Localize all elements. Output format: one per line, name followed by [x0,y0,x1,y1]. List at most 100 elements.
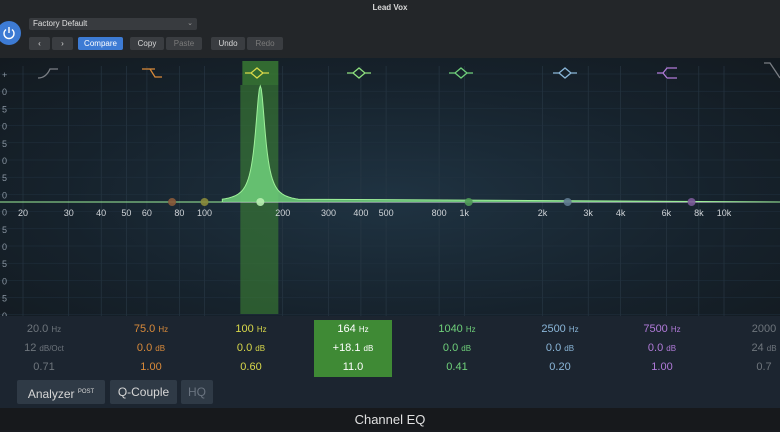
band-gain-unit: dB [461,344,472,353]
band-frequency[interactable]: 164 Hz [314,320,392,339]
db-scale-label: 0 [2,311,7,316]
band-gain[interactable]: 0.0 dB [418,339,496,358]
band-gain[interactable]: 0.0 dB [623,339,701,358]
band-frequency-unit: Hz [51,325,62,334]
frequency-label: 6k [662,208,672,218]
band-gain-unit: dB/Oct [39,344,64,353]
band-gain-value: 0.0 [442,342,459,354]
undo-button[interactable]: Undo [211,37,245,50]
next-preset-button[interactable]: › [52,37,73,50]
band-8-parameters[interactable]: 2000 24 dB 0.7 [725,320,780,377]
band-type-icon-1[interactable] [37,68,58,79]
db-scale-label: 0 [2,156,7,166]
frequency-label: 300 [321,208,336,218]
band-q[interactable]: 1.00 [112,358,190,377]
band-frequency-value: 1040 [438,323,463,335]
db-scale-label: 0 [2,87,7,97]
band-type-icon-6[interactable] [553,67,577,79]
band-type-icon-7[interactable] [657,67,677,79]
frequency-label: 30 [64,208,74,218]
frequency-label: 800 [432,208,447,218]
band-gain[interactable]: 0.0 dB [212,339,290,358]
band-frequency-unit: Hz [358,325,369,334]
band-gain-value: 24 [751,342,764,354]
band-gain[interactable]: 24 dB [725,339,780,358]
band-gain[interactable]: +18.1 dB [314,339,392,358]
band-frequency[interactable]: 100 Hz [212,320,290,339]
copy-button[interactable]: Copy [130,37,164,50]
window-title: Lead Vox [372,3,408,12]
preset-dropdown[interactable]: Factory Default ⌄ [29,18,197,30]
band-handle-6[interactable] [563,198,572,206]
frequency-label: 100 [197,208,212,218]
band-3-parameters[interactable]: 100 Hz 0.0 dB 0.60 [212,320,290,377]
band-q-value: 0.7 [756,361,772,373]
paste-button[interactable]: Paste [166,37,202,50]
eq-graph[interactable]: 20 30 40 50 60 80 100 200 300 400 500 800 1k 2k 3k 4k 6k… [0,58,780,316]
band-q[interactable]: 0.71 [5,358,83,377]
band-frequency[interactable]: 20.0 Hz [5,320,83,339]
band-q-value: 0.20 [549,361,571,373]
band-q[interactable]: 0.60 [212,358,290,377]
band-frequency-value: 2500 [541,323,566,335]
band-type-icon-4[interactable] [347,67,371,79]
band-1-parameters[interactable]: 20.0 Hz 12 dB/Oct 0.71 [5,320,83,377]
analyzer-button[interactable]: Analyzer POST [17,380,105,404]
band-type-icon-5[interactable] [449,67,473,79]
db-scale-label: 0 [2,276,7,286]
band-5-parameters[interactable]: 1040 Hz 0.0 dB 0.41 [418,320,496,377]
eq-graph-canvas[interactable]: 20 30 40 50 60 80 100 200 300 400 500 800 1k 2k 3k 4k 6k… [0,58,780,316]
db-scale-label: + [2,70,7,80]
chevron-right-icon: › [61,39,64,48]
preset-name: Factory Default [33,19,88,28]
analyzer-post-badge: POST [77,389,95,395]
band-gain-unit: dB [255,344,266,353]
band-frequency[interactable]: 2500 Hz [521,320,599,339]
band-frequency[interactable]: 7500 Hz [623,320,701,339]
band-type-icon-2[interactable] [142,68,162,78]
redo-button[interactable]: Redo [247,37,283,50]
power-button[interactable] [0,21,21,45]
band-frequency-value: 75.0 [133,323,156,335]
band-q[interactable]: 0.20 [521,358,599,377]
band-gain[interactable]: 0.0 dB [521,339,599,358]
band-handle-7[interactable] [687,198,696,206]
band-frequency-value: 100 [235,323,254,335]
band-gain-value: +18.1 [332,342,361,354]
band-frequency-unit: Hz [465,325,476,334]
previous-preset-button[interactable]: ‹ [29,37,50,50]
plugin-name: Channel EQ [0,408,780,430]
band-gain-unit: dB [666,344,677,353]
band-handle-4[interactable] [256,198,265,206]
band-q[interactable]: 0.41 [418,358,496,377]
band-q-value: 1.00 [651,361,673,373]
compare-button[interactable]: Compare [78,37,123,50]
band-6-parameters[interactable]: 2500 Hz 0.0 dB 0.20 [521,320,599,377]
frequency-label: 80 [174,208,184,218]
band-q[interactable]: 1.00 [623,358,701,377]
band-7-parameters[interactable]: 7500 Hz 0.0 dB 1.00 [623,320,701,377]
frequency-label: 60 [142,208,152,218]
q-couple-button[interactable]: Q-Couple [110,380,177,404]
band-type-icon-8[interactable] [764,62,780,79]
band-type-icon-3[interactable] [245,67,269,79]
band-handle-2[interactable] [168,198,177,206]
band-4-parameters[interactable]: 164 Hz +18.1 dB 11.0 [314,320,392,377]
band-handle-3[interactable] [200,198,209,206]
band-gain[interactable]: 0.0 dB [112,339,190,358]
hq-button[interactable]: HQ [181,380,213,404]
band-handle-5[interactable] [464,198,473,206]
db-scale-label: 5 [2,104,7,114]
frequency-label: 40 [96,208,106,218]
band-frequency-unit: Hz [256,325,267,334]
db-scale-label: 5 [2,294,7,304]
band-gain-unit: dB [155,344,166,353]
band-2-parameters[interactable]: 75.0 Hz 0.0 dB 1.00 [112,320,190,377]
band-frequency[interactable]: 1040 Hz [418,320,496,339]
band-q[interactable]: 0.7 [725,358,780,377]
band-frequency[interactable]: 2000 [725,320,780,339]
band-frequency[interactable]: 75.0 Hz [112,320,190,339]
db-scale-label: 0 [2,242,7,252]
band-q[interactable]: 11.0 [314,358,392,377]
band-gain[interactable]: 12 dB/Oct [5,339,83,358]
